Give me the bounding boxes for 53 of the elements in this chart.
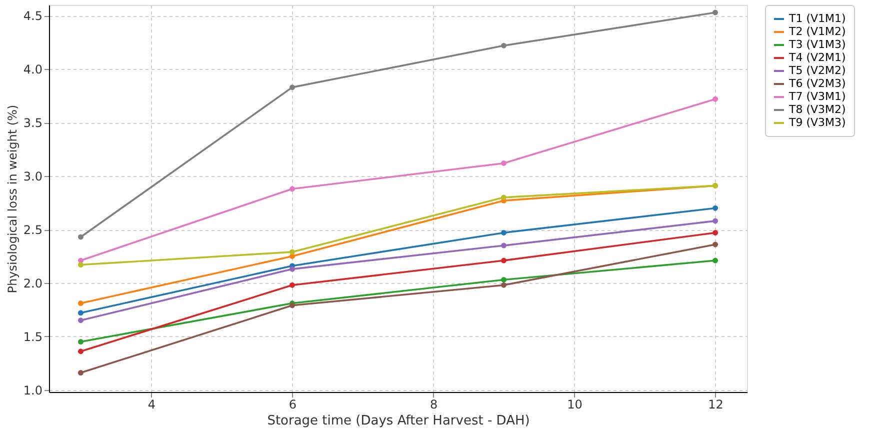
y-tick-label: 4.5 (23, 9, 42, 24)
point (290, 249, 295, 255)
point (290, 302, 295, 308)
legend-label: T1 (V1M1) (788, 12, 846, 25)
legend-label: T3 (V1M3) (788, 38, 846, 51)
point (290, 266, 295, 272)
point (712, 242, 718, 248)
point (78, 370, 84, 376)
y-tick-label: 2.5 (23, 223, 42, 238)
x-tick-label: 6 (288, 398, 297, 412)
point (78, 339, 84, 344)
point (501, 194, 506, 200)
point (78, 262, 84, 268)
point (712, 218, 718, 224)
point (78, 234, 84, 240)
x-tick-label: 4 (148, 398, 156, 412)
point (501, 42, 506, 48)
y-tick-label: 1.5 (23, 330, 42, 344)
point (78, 318, 84, 324)
x-tick-label: 12 (708, 398, 724, 412)
legend-label: T8 (V3M2) (788, 103, 846, 116)
point (501, 277, 506, 282)
point (78, 348, 84, 354)
legend-label: T5 (V2M2) (788, 64, 846, 77)
point (290, 84, 295, 90)
point (712, 205, 718, 211)
y-tick-label: 4.0 (23, 62, 42, 77)
legend-label: T4 (V2M1) (788, 51, 846, 64)
legend-label: T6 (V2M3) (788, 77, 846, 90)
point (501, 160, 506, 166)
point (78, 300, 84, 306)
y-axis-title: Physiological loss in weight (%) (5, 104, 20, 294)
x-tick-label: 10 (567, 398, 582, 412)
y-tick-label: 3.0 (23, 170, 42, 184)
point (290, 282, 295, 288)
x-axis-title: Storage time (Days After Harvest - DAH) (267, 414, 530, 428)
point (78, 310, 84, 316)
point (501, 282, 506, 288)
point (712, 230, 718, 236)
point (290, 186, 295, 192)
x-tick-label: 8 (430, 398, 438, 412)
y-tick-label: 1.0 (23, 383, 42, 398)
y-tick-label: 2.0 (23, 276, 42, 290)
legend-label: T7 (V3M1) (788, 90, 846, 103)
y-tick-label: 3.5 (23, 116, 42, 130)
legend-label: T9 (V3M3) (788, 116, 846, 129)
legend-label: T2 (V1M2) (788, 25, 846, 38)
point (712, 10, 718, 16)
point (501, 258, 506, 264)
point (712, 96, 718, 102)
point (501, 242, 506, 248)
point (501, 230, 506, 236)
point (712, 258, 718, 264)
